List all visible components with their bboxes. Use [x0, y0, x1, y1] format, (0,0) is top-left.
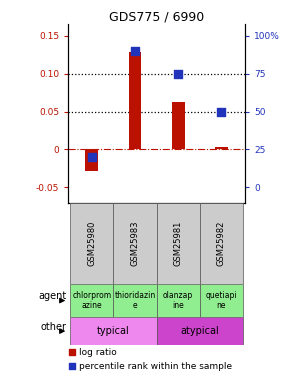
- Bar: [172, 102, 185, 150]
- Bar: [200, 202, 243, 284]
- Point: [176, 70, 180, 76]
- Bar: [70, 202, 113, 284]
- Text: percentile rank within the sample: percentile rank within the sample: [79, 362, 232, 370]
- Point: [219, 109, 224, 115]
- Text: chlorprom
azine: chlorprom azine: [72, 291, 111, 310]
- Bar: [113, 202, 157, 284]
- Text: log ratio: log ratio: [79, 348, 117, 357]
- Point: [69, 363, 74, 369]
- Point: [133, 48, 137, 54]
- Bar: [157, 284, 200, 317]
- Bar: [157, 202, 200, 284]
- Text: GSM25983: GSM25983: [130, 220, 139, 266]
- Text: GSM25981: GSM25981: [174, 220, 183, 266]
- Bar: [157, 317, 243, 345]
- Bar: [70, 317, 157, 345]
- Text: olanzap
ine: olanzap ine: [163, 291, 193, 310]
- Bar: [200, 284, 243, 317]
- Text: agent: agent: [39, 291, 67, 301]
- Text: GSM25982: GSM25982: [217, 220, 226, 266]
- Bar: [128, 53, 142, 150]
- Title: GDS775 / 6990: GDS775 / 6990: [109, 10, 204, 23]
- Bar: [215, 147, 228, 150]
- Point: [90, 154, 94, 160]
- Point: [69, 349, 74, 355]
- Text: thioridazin
e: thioridazin e: [114, 291, 156, 310]
- Bar: [113, 284, 157, 317]
- Text: GSM25980: GSM25980: [87, 220, 96, 266]
- Text: other: other: [41, 322, 67, 332]
- Text: atypical: atypical: [180, 326, 219, 336]
- Text: typical: typical: [97, 326, 130, 336]
- Bar: [70, 284, 113, 317]
- Text: quetiapi
ne: quetiapi ne: [206, 291, 237, 310]
- Bar: [86, 150, 98, 171]
